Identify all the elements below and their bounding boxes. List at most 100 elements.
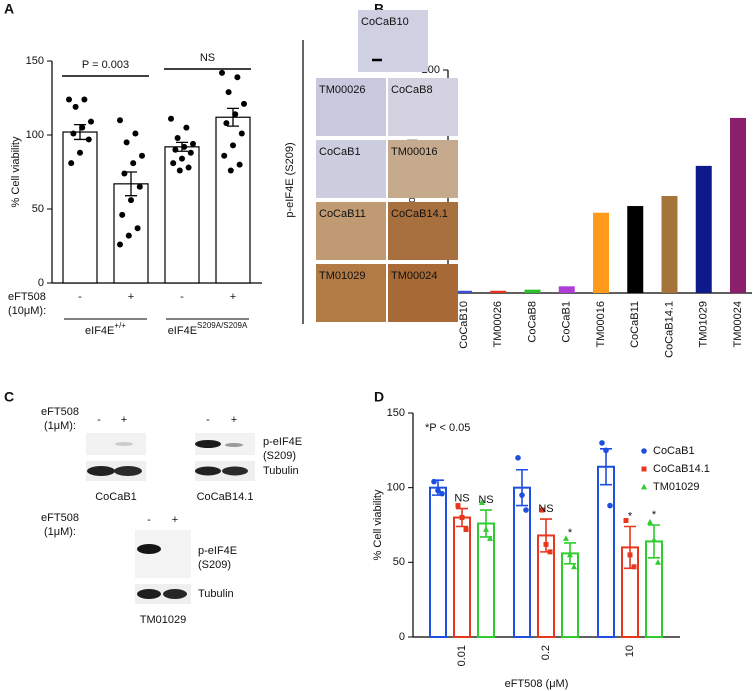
phospho-label: (S209) — [263, 450, 296, 462]
significance-label: * — [652, 509, 657, 521]
data-point — [68, 160, 75, 167]
panel-letter: B — [374, 1, 384, 17]
legend-marker — [641, 448, 647, 454]
blot-strip — [135, 530, 191, 578]
data-point — [623, 518, 629, 524]
blot-cocab1 — [86, 433, 146, 481]
treatment-label: eFT508 — [41, 512, 79, 524]
error-bar — [125, 171, 137, 197]
data-point — [238, 130, 245, 137]
data-point — [487, 535, 493, 541]
data-point — [219, 69, 225, 76]
data-point — [85, 136, 92, 143]
error-bar — [456, 507, 468, 528]
y-tick-label: 100 — [387, 482, 405, 494]
data-point — [170, 160, 177, 167]
data-point — [631, 564, 637, 570]
y-tick-label: 0 — [399, 631, 405, 643]
x-tick-label: + — [128, 291, 134, 303]
ihc-label: CoCaB1 — [319, 146, 361, 158]
data-point — [227, 167, 234, 174]
bar — [558, 286, 575, 293]
data-point — [463, 526, 469, 532]
ihc-label: CoCaB8 — [391, 84, 433, 96]
band — [87, 466, 115, 476]
error-bar — [74, 123, 86, 141]
bar — [661, 195, 678, 293]
sample-label: CoCaB1 — [95, 491, 137, 503]
lane-label: - — [97, 414, 101, 426]
data-point — [72, 103, 79, 110]
group-sup: S209A/S209A — [197, 321, 248, 330]
band — [115, 442, 133, 446]
error-bar — [176, 141, 188, 152]
x-tick-label: - — [78, 291, 82, 303]
x-axis-label: eFT508 (μM) — [505, 678, 569, 690]
legend-label: CoCaB14.1 — [653, 463, 710, 475]
data-point — [655, 559, 661, 565]
ihc-label: CoCaB10 — [361, 16, 409, 28]
error-bar — [516, 468, 528, 507]
ihc-image — [316, 202, 386, 260]
x-tick-label: CoCaB10 — [458, 301, 470, 349]
data-point — [241, 100, 247, 107]
error-bar — [648, 524, 660, 559]
ihc-image — [316, 140, 386, 198]
ihc-image — [388, 78, 458, 136]
ihc-image — [388, 264, 458, 322]
bar — [597, 465, 615, 639]
y-tick-label: 150 — [387, 407, 405, 419]
data-point — [571, 563, 577, 570]
band — [137, 589, 161, 599]
bar — [524, 289, 541, 293]
data-point — [125, 232, 132, 239]
data-point — [128, 197, 134, 204]
data-point — [236, 161, 243, 168]
x-tick-label: TM01029 — [698, 301, 710, 347]
ihc-image — [388, 202, 458, 260]
data-point — [181, 143, 188, 150]
bar — [453, 516, 471, 638]
y-tick-label: 50 — [393, 556, 405, 568]
bar — [730, 117, 746, 293]
x-tick-label: 0.2 — [540, 645, 552, 660]
lane-label: - — [206, 414, 210, 426]
bar — [164, 146, 200, 284]
data-point — [185, 164, 192, 171]
band — [225, 443, 243, 447]
bar — [456, 290, 472, 293]
ihc-image — [358, 10, 428, 72]
lane-label: + — [121, 414, 127, 426]
panel-letter: D — [374, 389, 384, 405]
sample-label: CoCaB14.1 — [197, 491, 254, 503]
stain-label: p-eIF4E (S209) — [284, 142, 296, 217]
bar — [561, 552, 579, 639]
data-point — [607, 502, 613, 509]
loading-label: Tubulin — [263, 465, 299, 477]
data-point — [88, 118, 94, 125]
phospho-label: p-eIF4E — [263, 436, 302, 448]
data-point — [539, 507, 545, 513]
data-point — [66, 96, 72, 103]
phospho-label: p-eIF4E — [198, 545, 237, 557]
error-bar — [540, 518, 552, 553]
significance-label: NS — [478, 494, 493, 506]
blot-tm01029 — [135, 530, 191, 604]
legend-marker — [641, 483, 647, 490]
group-label: eIF4ES209A/S209A — [168, 321, 248, 337]
significance-label: * — [568, 527, 573, 539]
data-point — [523, 507, 529, 513]
data-point — [139, 152, 145, 159]
x-tick-label: TM00026 — [492, 301, 504, 347]
group-label: eIF4E+/+ — [85, 321, 126, 337]
x-tick-label: 0.01 — [456, 645, 468, 666]
group-name: eIF4E — [168, 325, 197, 337]
error-bar — [624, 525, 636, 570]
data-point — [81, 96, 88, 103]
treatment-label: eFT508 — [41, 406, 79, 418]
data-point — [117, 117, 123, 124]
data-point — [123, 139, 130, 146]
note: *P < 0.05 — [425, 422, 470, 434]
ihc-label: TM00026 — [319, 84, 365, 96]
